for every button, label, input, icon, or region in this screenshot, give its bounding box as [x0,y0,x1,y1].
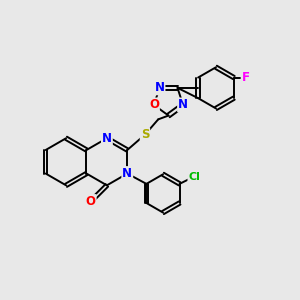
Text: N: N [102,132,112,145]
Text: S: S [141,128,149,141]
Text: N: N [154,81,164,94]
Text: O: O [86,195,96,208]
Text: F: F [242,71,250,84]
Text: N: N [178,98,188,112]
Text: N: N [122,167,132,180]
Text: O: O [149,98,159,112]
Text: Cl: Cl [188,172,200,182]
